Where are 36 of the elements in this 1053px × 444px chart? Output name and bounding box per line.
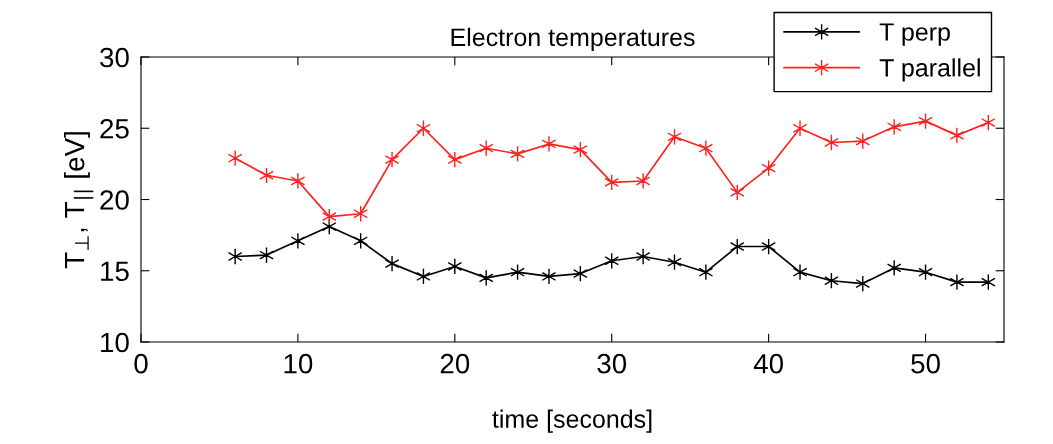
x-tick-label: 40 [753,353,783,374]
point [635,248,651,265]
point [792,263,808,281]
point [447,151,463,168]
point [635,172,651,190]
point [886,259,902,277]
x-tick-label: 50 [911,353,940,374]
point [447,258,463,275]
point [792,119,808,137]
point [541,268,557,285]
legend-label: T parallel [879,58,980,82]
point [698,139,714,157]
x-tick-label: 10 [284,353,313,374]
y-axis-title: T$_{⊥}$, T$_{||}$ [eV] [63,132,94,269]
y-tick-label: 15 [101,261,129,282]
point [227,248,243,265]
x-tick-label: 0 [134,353,148,374]
y-tick-label: 20 [100,190,129,210]
chart-title: Electron temperatures [451,27,695,52]
y-tick-label: 25 [100,118,129,139]
x-axis-title: time [seconds] [492,409,652,433]
point [886,118,902,136]
point [698,263,714,281]
x-tick-label: 20 [440,353,470,374]
point [949,127,965,144]
point [384,151,400,168]
point [949,273,965,291]
point [384,255,400,272]
y-tick-label: 30 [100,47,129,68]
x-tick-label: 30 [597,353,627,374]
point [227,149,243,167]
point [290,232,306,250]
point [290,172,306,190]
y-tick-label: 10 [101,332,129,353]
legend-label: T perp [879,23,950,46]
point [541,135,557,153]
